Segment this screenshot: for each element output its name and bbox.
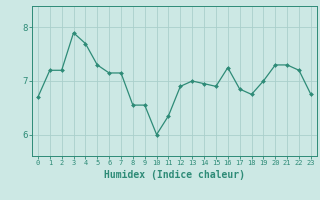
X-axis label: Humidex (Indice chaleur): Humidex (Indice chaleur)	[104, 170, 245, 180]
